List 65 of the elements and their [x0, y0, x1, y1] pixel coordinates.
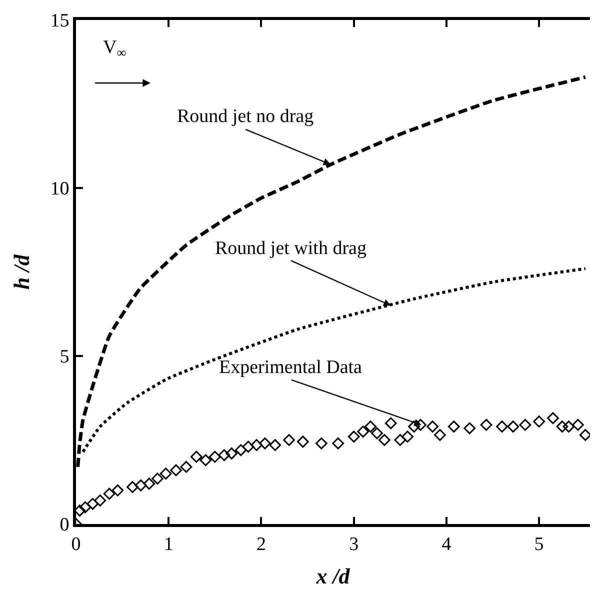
- annotation: Round jet with drag: [215, 238, 367, 259]
- point: [357, 426, 370, 438]
- point: [434, 429, 446, 441]
- annotation: Round jet no drag: [177, 106, 314, 127]
- point: [348, 430, 360, 443]
- point: [242, 440, 254, 453]
- point: [315, 437, 328, 450]
- point: [152, 472, 164, 485]
- point: [226, 447, 238, 460]
- x-tick-label: 4: [442, 534, 452, 555]
- point: [332, 437, 344, 450]
- y-tick-label: 10: [50, 178, 70, 200]
- point: [79, 501, 92, 514]
- point: [103, 488, 116, 500]
- point: [519, 418, 532, 431]
- point: [464, 422, 476, 434]
- point: [364, 420, 376, 433]
- point: [547, 412, 559, 424]
- point: [394, 434, 406, 446]
- point: [426, 420, 439, 433]
- point: [94, 494, 106, 506]
- x-tick-label: 5: [534, 534, 544, 555]
- x-tick-label: 1: [164, 534, 174, 555]
- point: [218, 449, 230, 462]
- point: [408, 420, 420, 433]
- point: [414, 418, 426, 431]
- point: [384, 417, 397, 430]
- y-tick-label: 15: [50, 10, 70, 32]
- y-tick-label: 5: [60, 346, 70, 368]
- annotation: Experimental Data: [219, 357, 363, 378]
- point: [269, 439, 282, 451]
- point: [170, 464, 182, 476]
- y-axis-title: h /d: [9, 254, 34, 290]
- y-tick-label: 0: [60, 514, 70, 536]
- point: [250, 439, 263, 451]
- point: [371, 427, 383, 440]
- point: [234, 444, 247, 456]
- point: [533, 416, 546, 428]
- point: [496, 420, 508, 433]
- point: [190, 450, 202, 463]
- x-tick-label: 3: [349, 534, 359, 555]
- point: [112, 484, 124, 496]
- point: [572, 418, 584, 431]
- point: [143, 478, 156, 490]
- point: [208, 450, 221, 463]
- point: [160, 468, 172, 480]
- point: [562, 420, 575, 433]
- x-axis-title: x /d: [315, 564, 351, 589]
- x-tick-label: 2: [256, 534, 266, 555]
- annotation: V$_{∞}$: [103, 37, 126, 60]
- point: [134, 479, 147, 492]
- point: [296, 436, 309, 448]
- point: [86, 498, 99, 510]
- point: [200, 454, 212, 466]
- point: [378, 434, 390, 446]
- point: [556, 420, 568, 433]
- point: [507, 420, 520, 433]
- point: [448, 420, 460, 433]
- point: [283, 434, 295, 446]
- point: [126, 481, 138, 493]
- point: [402, 430, 414, 443]
- point: [579, 429, 590, 441]
- point: [180, 460, 192, 473]
- point: [480, 418, 492, 431]
- point: [258, 437, 271, 450]
